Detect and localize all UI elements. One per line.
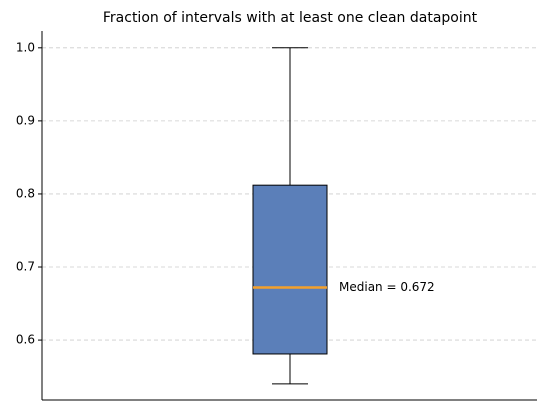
y-tick-label: 0.9: [16, 113, 35, 127]
chart-title: Fraction of intervals with at least one …: [103, 10, 478, 26]
box: [252, 184, 328, 355]
median-label: Median = 0.672: [339, 280, 435, 294]
y-tick-label: 0.7: [16, 260, 35, 274]
y-tick-label: 1.0: [16, 40, 35, 54]
y-tick-label: 0.6: [16, 333, 35, 347]
y-tick-label: 0.8: [16, 186, 35, 200]
